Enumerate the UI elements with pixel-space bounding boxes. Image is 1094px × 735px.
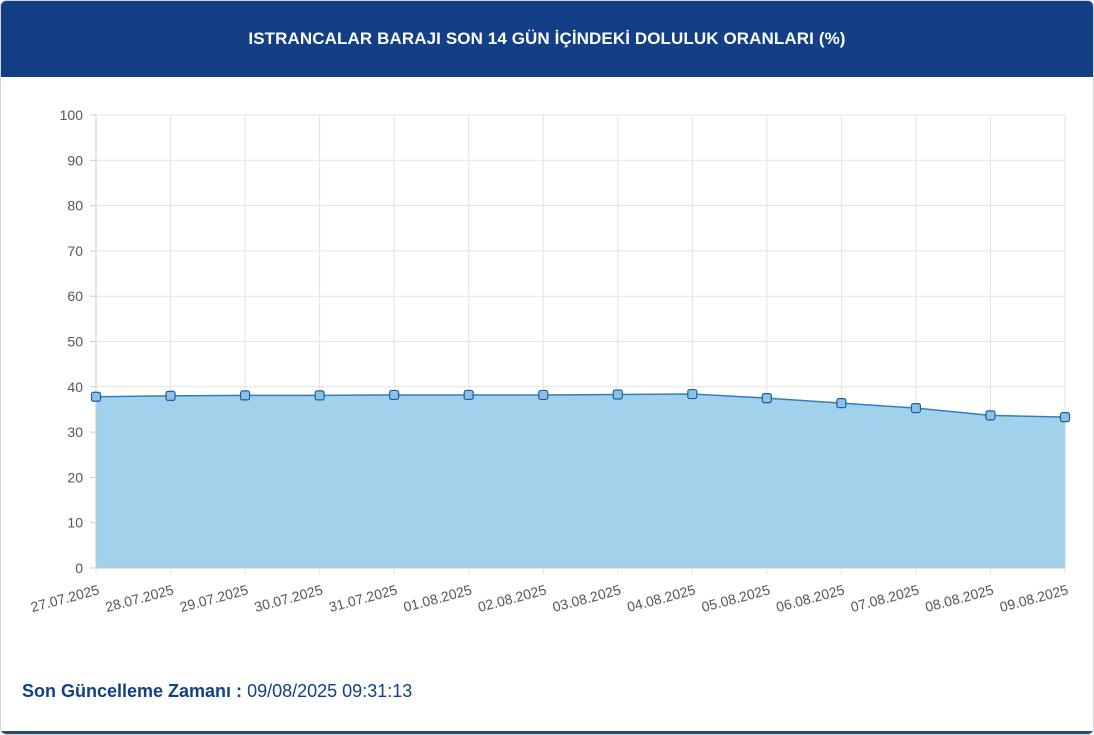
- x-tick-label: 27.07.2025: [29, 581, 101, 615]
- y-tick-label: 100: [60, 107, 84, 123]
- x-tick-label: 01.08.2025: [402, 581, 474, 615]
- x-tick-label: 03.08.2025: [551, 581, 623, 615]
- data-point: [687, 388, 698, 400]
- data-point: [612, 389, 623, 400]
- data-point: [239, 390, 251, 401]
- x-tick-label: 31.07.2025: [327, 581, 399, 615]
- x-tick-label: 04.08.2025: [625, 581, 697, 615]
- last-update-value: 09/08/2025 09:31:13: [247, 681, 413, 701]
- data-point: [1059, 412, 1071, 423]
- data-point: [538, 389, 549, 401]
- data-point: [90, 391, 102, 402]
- last-update-label: Son Güncelleme Zamanı :: [22, 681, 243, 701]
- x-tick-label: 02.08.2025: [476, 581, 548, 615]
- x-tick-label: 08.08.2025: [923, 581, 995, 615]
- x-tick-label: 05.08.2025: [700, 581, 772, 615]
- y-tick-label: 20: [67, 469, 83, 485]
- fill-rate-chart: 0 10 20 30 40 50 60 70 80 90 100 27.07.2025 28.07.20…: [29, 107, 1071, 615]
- y-tick-label: 40: [67, 379, 83, 395]
- chart-title: ISTRANCALAR BARAJI SON 14 GÜN İÇİNDEKİ D…: [248, 29, 846, 48]
- last-update: Son Güncelleme Zamanı : 09/08/2025 09:31…: [22, 681, 412, 702]
- data-point: [761, 393, 772, 404]
- y-tick-label: 90: [67, 152, 83, 168]
- y-tick-label: 80: [67, 198, 83, 214]
- x-tick-label: 07.08.2025: [849, 581, 921, 615]
- data-point: [389, 389, 400, 401]
- x-tick-label: 29.07.2025: [178, 581, 250, 615]
- data-point: [910, 402, 922, 414]
- x-tick-label: 30.07.2025: [253, 581, 325, 615]
- y-tick-label: 10: [67, 515, 83, 531]
- y-tick-label: 0: [75, 560, 83, 576]
- x-tick-label: 09.08.2025: [998, 581, 1070, 615]
- x-tick-label: 06.08.2025: [774, 581, 846, 615]
- y-tick-label: 70: [67, 243, 83, 259]
- data-point: [836, 398, 847, 409]
- y-tick-label: 60: [67, 288, 83, 304]
- data-point: [985, 410, 996, 421]
- series-area: [96, 394, 1065, 568]
- chart-area: 0 10 20 30 40 50 60 70 80 90 100 27.07.2025 28.07.20…: [1, 91, 1093, 651]
- bottom-divider: [1, 731, 1093, 734]
- data-point: [463, 389, 474, 401]
- y-tick-label: 50: [67, 334, 83, 350]
- x-tick-label: 28.07.2025: [103, 581, 175, 615]
- y-tick-label: 30: [67, 424, 83, 440]
- series-line: [95, 393, 1066, 418]
- data-point: [314, 390, 325, 401]
- chart-header: ISTRANCALAR BARAJI SON 14 GÜN İÇİNDEKİ D…: [1, 1, 1093, 77]
- data-point: [165, 390, 176, 401]
